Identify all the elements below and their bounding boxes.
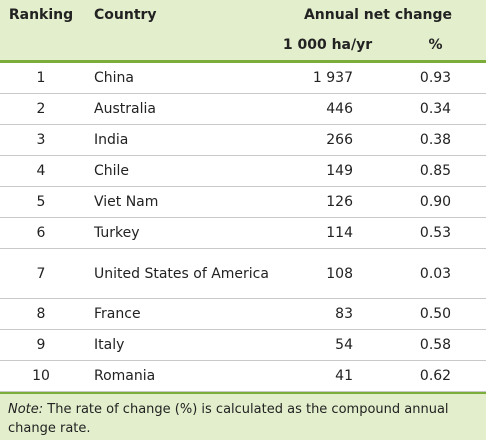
- table-cell: 0.58: [385, 329, 486, 361]
- table-cell: 3: [0, 124, 82, 156]
- table-cell: 126: [270, 186, 385, 218]
- table-cell: 1: [0, 61, 82, 94]
- note-text: The rate of change (%) is calculated as …: [8, 402, 449, 436]
- table-cell: India: [82, 124, 270, 156]
- header-cell: %: [385, 30, 486, 63]
- table-cell: 0.34: [385, 93, 486, 125]
- table-cell: 0.62: [385, 360, 486, 392]
- table-cell: China: [82, 61, 270, 94]
- table-cell: 1 937: [270, 61, 385, 94]
- table-cell: 10: [0, 360, 82, 392]
- table-cell: Viet Nam: [82, 186, 270, 218]
- table-row: 1 China 1 937 0.93: [0, 61, 486, 94]
- header-cell: Annual net change: [303, 7, 453, 23]
- table-cell: 6: [0, 217, 82, 249]
- table-row: 9 Italy 54 0.58: [0, 329, 486, 361]
- table-row: 7 United States of America 108 0.03: [0, 248, 486, 299]
- table-cell: 0.85: [385, 155, 486, 187]
- table-cell: 0.50: [385, 298, 486, 330]
- table-cell: 83: [270, 298, 385, 330]
- table-cell: Romania: [82, 360, 270, 392]
- table-cell: Chile: [82, 155, 270, 187]
- table-row: 6 Turkey 114 0.53: [0, 217, 486, 249]
- table-row: 5 Viet Nam 126 0.90: [0, 186, 486, 218]
- header-cell: Country: [94, 7, 157, 23]
- table-cell: 0.93: [385, 61, 486, 94]
- table-cell: 266: [270, 124, 385, 156]
- note-label: Note:: [8, 402, 44, 417]
- table-cell: 149: [270, 155, 385, 187]
- table-row: 10 Romania 41 0.62: [0, 360, 486, 392]
- header-cell: Ranking: [8, 7, 74, 23]
- table-cell: 4: [0, 155, 82, 187]
- table-cell: 0.38: [385, 124, 486, 156]
- table-cell: 0.90: [385, 186, 486, 218]
- table-body: 1 China 1 937 0.93 2 Australia 446 0.34 3 India 26…: [0, 61, 486, 392]
- table-cell: 108: [270, 248, 385, 299]
- table-cell: 5: [0, 186, 82, 218]
- table-cell: 7: [0, 248, 82, 299]
- data-table: Ranking Country Annual net change 1 000 …: [0, 0, 486, 392]
- table-cell: 0.03: [385, 248, 486, 299]
- table-cell: 0.53: [385, 217, 486, 249]
- table-cell: 446: [270, 93, 385, 125]
- table-row: 2 Australia 446 0.34: [0, 93, 486, 125]
- header-cell: 1 000 ha/yr: [270, 30, 385, 63]
- table-cell: 54: [270, 329, 385, 361]
- table-cell: 114: [270, 217, 385, 249]
- table-cell: 2: [0, 93, 82, 125]
- table-row: 8 France 83 0.50: [0, 298, 486, 330]
- table-cell: United States of America: [82, 248, 270, 299]
- table-row: 4 Chile 149 0.85: [0, 155, 486, 187]
- table-cell: France: [82, 298, 270, 330]
- table-cell: 8: [0, 298, 82, 330]
- table-header: Ranking Country Annual net change 1 000 …: [0, 0, 486, 63]
- table-row: 3 India 266 0.38: [0, 124, 486, 156]
- table-cell: Turkey: [82, 217, 270, 249]
- table-cell: 9: [0, 329, 82, 361]
- note: Note: The rate of change (%) is calculat…: [0, 392, 486, 440]
- table-cell: Australia: [82, 93, 270, 125]
- table-cell: 41: [270, 360, 385, 392]
- table-cell: Italy: [82, 329, 270, 361]
